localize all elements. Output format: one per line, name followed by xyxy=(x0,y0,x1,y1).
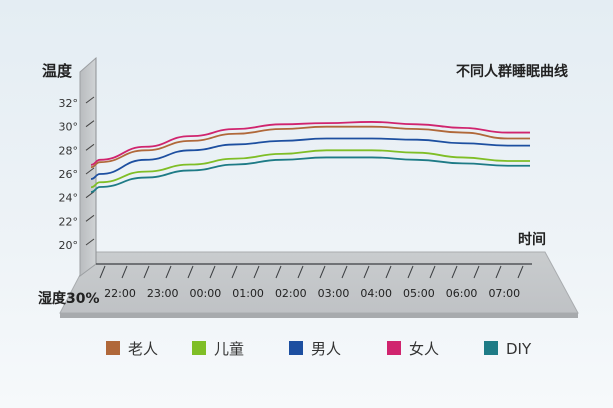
x-tick-label: 05:00 xyxy=(403,287,435,300)
x-tick-label: 00:00 xyxy=(190,287,222,300)
y-axis-label: 温度 xyxy=(42,62,73,80)
x-tick-mark xyxy=(451,265,458,279)
y-tick-label: 22° xyxy=(59,215,79,228)
legend-label: DIY xyxy=(506,340,532,358)
x-tick-label: 23:00 xyxy=(147,287,179,300)
series-line-1 xyxy=(90,149,530,189)
chart-floor xyxy=(59,251,579,314)
x-tick-mark xyxy=(473,265,480,279)
y-tick-marks xyxy=(85,96,95,246)
x-tick-mark xyxy=(363,265,370,279)
legend-swatch xyxy=(484,341,498,355)
x-tick-label: 03:00 xyxy=(318,287,350,300)
y-tick-mark xyxy=(85,214,95,222)
x-tick-mark xyxy=(209,265,216,279)
y-tick-mark xyxy=(85,191,95,199)
x-tick-mark xyxy=(429,265,436,279)
y-tick-mark xyxy=(85,167,95,175)
y-tick-mark xyxy=(85,238,95,246)
y-tick-label: 24° xyxy=(59,192,79,205)
chart-title: 不同人群睡眠曲线 xyxy=(456,63,568,80)
legend-label: 儿童 xyxy=(214,340,244,358)
series-line-2 xyxy=(90,137,530,180)
x-tick-mark xyxy=(99,265,106,279)
x-tick-mark xyxy=(385,265,392,279)
x-tick-mark xyxy=(143,265,150,279)
x-tick-label: 07:00 xyxy=(488,287,520,300)
legend-label: 老人 xyxy=(128,340,158,358)
x-tick-mark xyxy=(231,265,238,279)
y-tick-labels: 20° 22° 24° 26° 28° 30° 32° xyxy=(59,97,79,252)
y-tick-mark xyxy=(85,143,95,151)
series-line-3 xyxy=(90,121,530,166)
x-tick-mark xyxy=(517,265,524,279)
x-tick-mark xyxy=(275,265,282,279)
x-tick-labels: 22:00 23:00 00:00 01:00 02:00 03:00 04:00 05:00… xyxy=(104,287,520,300)
x-tick-mark xyxy=(187,265,194,279)
y-tick-label: 26° xyxy=(59,168,79,181)
legend-label: 女人 xyxy=(409,340,439,358)
y-tick-mark xyxy=(85,120,95,128)
x-tick-mark xyxy=(165,265,172,279)
series-lines xyxy=(90,121,530,193)
x-axis-label: 时间 xyxy=(518,231,546,248)
legend-label: 男人 xyxy=(311,340,341,358)
y-tick-mark xyxy=(85,96,95,104)
y-tick-label: 30° xyxy=(59,121,79,134)
y-tick-label: 32° xyxy=(59,97,79,110)
legend-swatch xyxy=(192,341,206,355)
x-tick-mark xyxy=(297,265,304,279)
x-tick-label: 02:00 xyxy=(275,287,307,300)
series-line-0 xyxy=(90,125,530,169)
x-tick-mark xyxy=(121,265,128,279)
series-line-4 xyxy=(90,156,530,193)
legend-swatch xyxy=(106,341,120,355)
x-tick-mark xyxy=(495,265,502,279)
x-tick-label: 04:00 xyxy=(360,287,392,300)
x-tick-mark xyxy=(319,265,326,279)
x-tick-mark xyxy=(407,265,414,279)
x-tick-mark xyxy=(341,265,348,279)
legend: 老人 儿童 男人 女人 DIY xyxy=(106,340,532,358)
legend-swatch xyxy=(387,341,401,355)
y-tick-label: 28° xyxy=(59,144,79,157)
x-tick-label: 22:00 xyxy=(104,287,136,300)
x-tick-label: 06:00 xyxy=(446,287,478,300)
y-tick-label: 20° xyxy=(59,239,79,252)
chart-floor-edge xyxy=(60,313,578,318)
x-tick-label: 01:00 xyxy=(232,287,264,300)
legend-swatch xyxy=(289,341,303,355)
humidity-label: 湿度30% xyxy=(38,290,100,307)
x-tick-mark xyxy=(253,265,260,279)
x-tick-marks xyxy=(99,265,524,279)
